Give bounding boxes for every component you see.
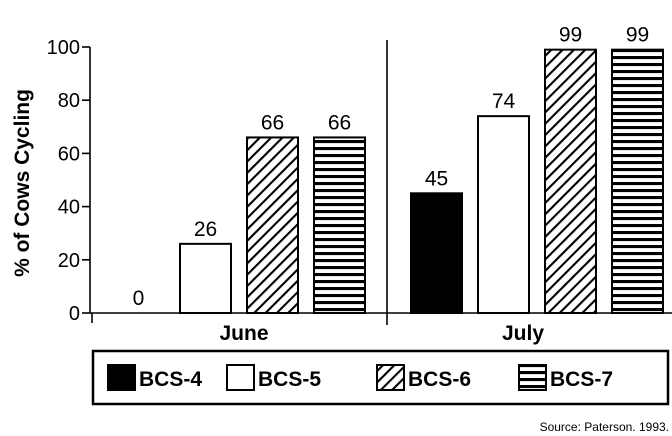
- bar-value-label: 74: [492, 90, 516, 113]
- bar-value-label: 0: [133, 287, 145, 310]
- legend-label-bcs-6: BCS-6: [408, 368, 471, 391]
- legend: BCS-4 BCS-5 BCS-6 BCS-7: [107, 364, 613, 391]
- y-tick-label: 40: [58, 197, 80, 219]
- bar-value-label: 45: [425, 167, 448, 190]
- bar-july-bcs-4: [410, 192, 463, 314]
- legend-swatch-bcs-6: [376, 364, 405, 391]
- bar-value-label: 66: [261, 111, 284, 134]
- bar-value-label: 99: [626, 24, 649, 47]
- legend-swatch-bcs-5: [226, 364, 255, 391]
- bar-july-bcs-5: [477, 115, 530, 314]
- y-axis-label: % of Cows Cycling: [11, 89, 34, 277]
- bar-june-bcs-6: [246, 136, 299, 314]
- y-tick-label: 20: [58, 250, 80, 272]
- bars: [179, 48, 664, 314]
- bar-june-bcs-5: [179, 242, 232, 314]
- bar-july-bcs-7: [611, 48, 664, 314]
- bar-value-label: 26: [194, 218, 217, 241]
- group-label-june: June: [219, 322, 268, 345]
- group-label-july: July: [502, 322, 544, 345]
- y-ticks: 0 20 40 60 80 100: [47, 37, 90, 325]
- y-tick-label: 80: [58, 90, 80, 112]
- y-tick-label: 100: [47, 37, 80, 59]
- bar-july-bcs-6: [544, 48, 597, 314]
- bar-labels: 0 26 66 66 45 74 99 99: [133, 24, 650, 310]
- source-note: Source: Paterson. 1993.: [540, 420, 669, 434]
- legend-swatch-bcs-4: [107, 364, 136, 391]
- bar-june-bcs-7: [313, 136, 366, 314]
- legend-label-bcs-4: BCS-4: [139, 368, 202, 391]
- legend-swatch-bcs-7: [518, 364, 547, 391]
- legend-label-bcs-7: BCS-7: [550, 368, 613, 391]
- bar-value-label: 99: [559, 24, 582, 47]
- legend-label-bcs-5: BCS-5: [258, 368, 321, 391]
- y-tick-label: 0: [69, 303, 80, 325]
- bar-value-label: 66: [328, 111, 351, 134]
- y-tick-label: 60: [58, 143, 80, 165]
